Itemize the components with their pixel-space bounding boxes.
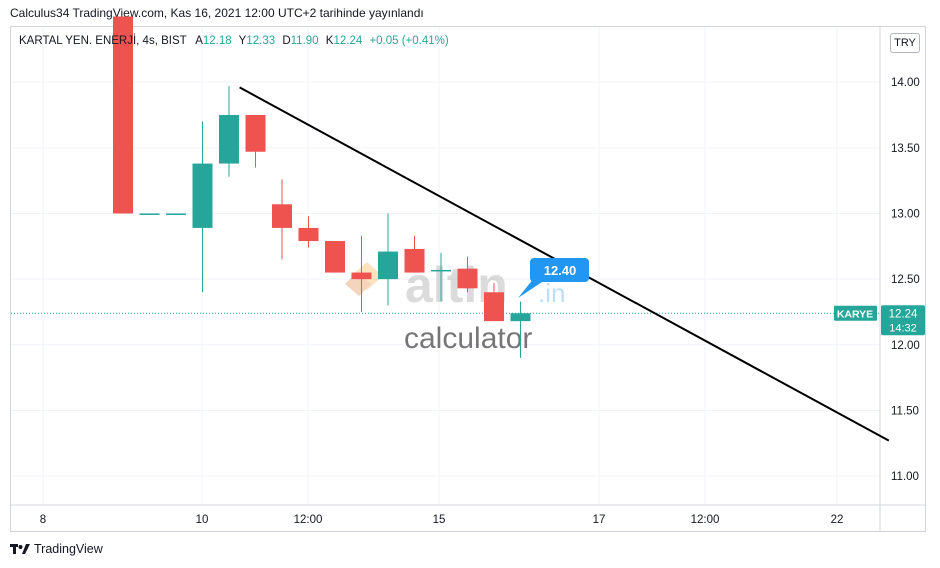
legend-close-label: K [325, 35, 334, 47]
candle-body [272, 204, 292, 228]
footer-brand-text: TradingView [34, 542, 103, 556]
time-tick-label: 15 [433, 514, 446, 526]
time-axis: 8 10 12:00 15 17 12:00 22 [40, 514, 844, 526]
time-tick-label: 8 [40, 514, 46, 526]
candle-body [457, 268, 478, 289]
last-price-tag-bg [881, 305, 925, 336]
candle [378, 213, 398, 306]
time-tick-label: 12:00 [691, 514, 720, 526]
price-callout-pointer [518, 278, 548, 298]
candle-body [378, 251, 398, 280]
candle-body [192, 163, 213, 228]
symbol-legend: KARTAL YEN. ENERJİ, 4s, BIST A12.18 Y12.… [19, 35, 453, 47]
candle [139, 213, 160, 215]
candle-body [351, 272, 372, 280]
candle [113, 16, 133, 214]
price-axis: 14.00 13.50 13.00 12.50 12.00 11.50 11.00 [891, 77, 920, 483]
candle-body [139, 213, 160, 215]
candle [510, 301, 531, 358]
candle [325, 241, 345, 273]
ticker-tag-text: KARYE [837, 308, 873, 320]
candle [219, 86, 239, 177]
price-tags: KARYE 12.24 14:32 12.40 [518, 258, 925, 336]
time-tick-label: 22 [831, 514, 844, 526]
legend-open-label: A [195, 35, 203, 47]
watermark-suffix-text: .in [538, 278, 565, 308]
candle-body [404, 248, 425, 273]
candle-body [219, 114, 239, 164]
last-price-tag-text: 12.24 [889, 308, 918, 320]
candle-body [298, 227, 319, 242]
candle [166, 213, 186, 215]
legend-low-label: D [282, 35, 291, 47]
time-tick-label: 17 [593, 514, 606, 526]
currency-button[interactable]: TRY [890, 33, 920, 53]
time-tick-label: 10 [196, 514, 209, 526]
countdown-tag-text: 14:32 [889, 322, 917, 334]
candle [351, 235, 372, 312]
candle-body [245, 114, 266, 152]
legend-open-value: 12.18 [202, 35, 232, 47]
candles [113, 16, 531, 358]
price-tick-label: 13.00 [891, 208, 920, 220]
candle [192, 121, 213, 293]
candle-body [325, 241, 345, 273]
price-tick-label: 13.50 [891, 143, 920, 155]
legend-symbol: KARTAL YEN. ENERJİ, 4s, BIST [19, 35, 187, 47]
candle [457, 256, 478, 293]
ticker-tag-bg [834, 305, 877, 321]
candle [404, 235, 425, 273]
price-tick-label: 12.50 [891, 274, 920, 286]
tradingview-footer[interactable]: TradingView [10, 542, 103, 556]
candle-body [510, 313, 531, 322]
candle [245, 114, 266, 168]
candle-body [166, 213, 186, 215]
price-tick-label: 11.00 [891, 471, 919, 483]
candle-body [431, 269, 451, 272]
candle [298, 216, 319, 248]
price-tick-label: 14.00 [891, 77, 920, 89]
candle-body [113, 16, 133, 214]
candle [431, 252, 451, 302]
price-tick-label: 11.50 [891, 405, 919, 417]
legend-low-value: 11.90 [290, 35, 319, 47]
tradingview-logo-icon [10, 543, 30, 554]
chart-frame [10, 26, 926, 532]
candle-body [484, 292, 504, 322]
legend-change-value: +0.05 (+0.41%) [369, 35, 449, 47]
legend-high-value: 12.33 [246, 35, 276, 47]
price-callout-text: 12.40 [544, 263, 577, 278]
price-tick-label: 12.00 [891, 340, 920, 352]
candle [484, 283, 504, 322]
legend-high-label: Y [238, 35, 247, 47]
legend-close-value: 12.24 [333, 35, 363, 47]
watermark-sub-text: calculator [404, 322, 532, 355]
time-tick-label: 12:00 [294, 514, 323, 526]
price-callout-bg [530, 258, 589, 282]
candle [272, 179, 292, 260]
